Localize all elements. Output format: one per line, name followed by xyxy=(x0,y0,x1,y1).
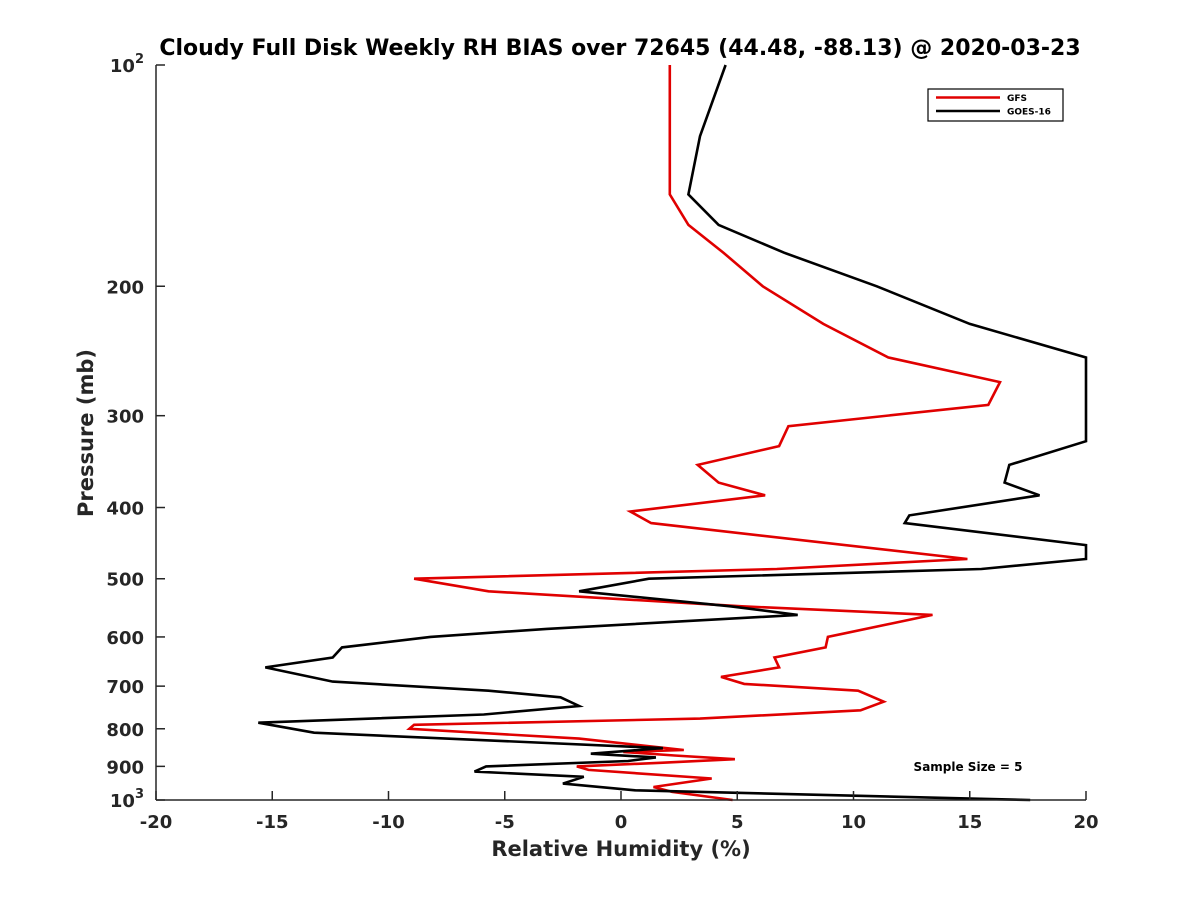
y-tick-label: 400 xyxy=(106,499,144,520)
y-ticks: 102 200 300 400 500 600 700 800 900 103 xyxy=(106,52,165,812)
chart-title: Cloudy Full Disk Weekly RH BIAS over 726… xyxy=(159,36,1080,61)
y-tick-label: 500 xyxy=(106,570,144,591)
y-tick-label: 103 xyxy=(110,787,144,812)
x-tick-label: 15 xyxy=(957,812,982,833)
legend-label-goes16: GOES-16 xyxy=(1007,108,1051,118)
x-tick-label: -20 xyxy=(140,812,173,833)
x-tick-label: 10 xyxy=(841,812,866,833)
x-tick-label: -15 xyxy=(256,812,289,833)
y-tick-label: 700 xyxy=(106,677,144,698)
x-tick-label: 5 xyxy=(731,812,744,833)
x-axis-label: Relative Humidity (%) xyxy=(491,837,750,861)
legend-label-gfs: GFS xyxy=(1007,94,1027,104)
legend-box xyxy=(927,88,1064,122)
x-tick-label: -10 xyxy=(372,812,405,833)
x-tick-label: 0 xyxy=(615,812,628,833)
y-tick-label: 800 xyxy=(106,720,144,741)
y-tick-label: 200 xyxy=(106,277,144,298)
x-ticks: -20 -15 -10 -5 0 5 10 15 20 xyxy=(140,791,1099,833)
y-tick-label: 102 xyxy=(110,52,144,77)
series-line-gfs xyxy=(406,65,1002,802)
x-tick-label: 20 xyxy=(1073,812,1098,833)
y-tick-label: 600 xyxy=(106,628,144,649)
y-axis-label: Pressure (mb) xyxy=(74,349,98,517)
sample-size-annotation: Sample Size = 5 xyxy=(914,760,1023,774)
series-layer xyxy=(258,64,1088,802)
legend: GFS GOES-16 xyxy=(927,88,1064,122)
series-line-goes16 xyxy=(258,64,1088,802)
y-tick-label: 300 xyxy=(106,407,144,428)
y-tick-label: 900 xyxy=(106,757,144,778)
x-tick-label: -5 xyxy=(495,812,515,833)
plot-axes xyxy=(155,65,1086,801)
